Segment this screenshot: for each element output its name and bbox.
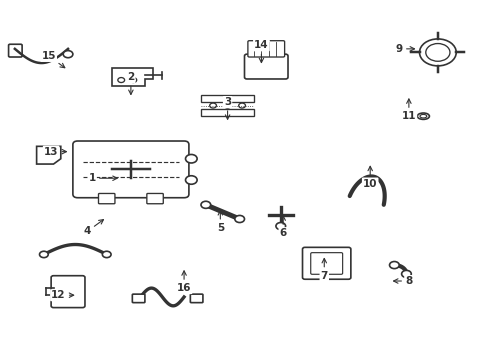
- Text: 2: 2: [127, 72, 134, 94]
- Circle shape: [185, 176, 197, 184]
- Circle shape: [63, 51, 73, 58]
- FancyBboxPatch shape: [244, 54, 287, 79]
- FancyBboxPatch shape: [51, 276, 85, 307]
- Circle shape: [118, 77, 124, 82]
- Circle shape: [224, 103, 230, 108]
- Text: 5: 5: [216, 211, 224, 233]
- Text: 11: 11: [401, 99, 415, 121]
- Text: 7: 7: [320, 258, 327, 281]
- Circle shape: [234, 215, 244, 222]
- Circle shape: [389, 261, 398, 269]
- FancyBboxPatch shape: [302, 247, 350, 279]
- Text: 4: 4: [83, 220, 103, 237]
- Text: 14: 14: [254, 40, 268, 63]
- FancyBboxPatch shape: [310, 253, 342, 274]
- FancyBboxPatch shape: [132, 294, 144, 303]
- Text: 8: 8: [393, 276, 412, 286]
- Text: 13: 13: [44, 147, 66, 157]
- FancyBboxPatch shape: [190, 294, 203, 303]
- Text: 9: 9: [395, 44, 414, 54]
- Text: 3: 3: [224, 97, 231, 119]
- FancyBboxPatch shape: [247, 41, 284, 57]
- Circle shape: [401, 270, 410, 278]
- Text: 15: 15: [41, 51, 65, 68]
- Circle shape: [425, 44, 449, 61]
- Circle shape: [419, 39, 455, 66]
- FancyBboxPatch shape: [98, 193, 115, 204]
- Circle shape: [45, 150, 53, 156]
- FancyBboxPatch shape: [146, 193, 163, 204]
- Circle shape: [201, 201, 210, 208]
- FancyBboxPatch shape: [9, 44, 22, 57]
- Text: 1: 1: [88, 173, 117, 183]
- Circle shape: [40, 251, 48, 258]
- Text: 6: 6: [279, 216, 286, 238]
- Circle shape: [238, 103, 245, 108]
- Text: 12: 12: [51, 290, 74, 300]
- Circle shape: [102, 251, 111, 258]
- Text: 10: 10: [362, 166, 377, 189]
- Circle shape: [130, 77, 137, 82]
- Circle shape: [209, 103, 216, 108]
- Text: 16: 16: [177, 271, 191, 293]
- Circle shape: [185, 154, 197, 163]
- FancyBboxPatch shape: [73, 141, 188, 198]
- Circle shape: [275, 222, 285, 230]
